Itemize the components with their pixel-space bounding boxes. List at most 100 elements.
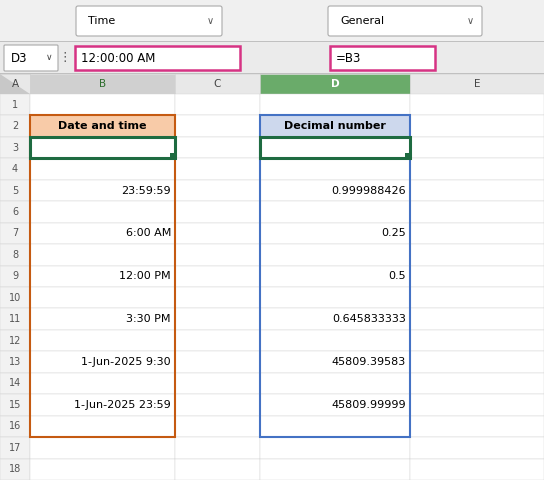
Bar xyxy=(30,223,175,244)
Bar xyxy=(0,244,30,265)
Bar xyxy=(175,437,260,458)
Bar xyxy=(260,116,410,137)
Text: ⋮: ⋮ xyxy=(59,51,71,64)
Bar xyxy=(0,437,30,458)
Bar xyxy=(0,287,30,309)
Bar xyxy=(0,180,30,201)
Bar xyxy=(260,116,410,137)
Bar xyxy=(260,330,410,351)
Bar xyxy=(260,116,410,437)
Bar xyxy=(0,223,30,244)
Bar xyxy=(410,201,544,223)
Text: A: A xyxy=(11,79,18,89)
Text: 7: 7 xyxy=(12,228,18,239)
Bar xyxy=(410,416,544,437)
Text: 0.25: 0.25 xyxy=(381,228,406,239)
Bar xyxy=(30,287,175,309)
Text: 0: 0 xyxy=(399,143,406,153)
Text: 17: 17 xyxy=(9,443,21,453)
Bar xyxy=(260,437,410,458)
Text: ∨: ∨ xyxy=(466,16,474,26)
Bar xyxy=(0,158,30,180)
Bar xyxy=(0,394,30,416)
Bar xyxy=(0,116,30,137)
Bar xyxy=(260,74,410,94)
Bar xyxy=(175,330,260,351)
Bar xyxy=(410,180,544,201)
Bar xyxy=(260,158,410,180)
FancyBboxPatch shape xyxy=(4,45,58,71)
Bar xyxy=(30,137,175,158)
Bar xyxy=(410,137,544,158)
Bar xyxy=(30,265,175,287)
Text: 4: 4 xyxy=(12,164,18,174)
Text: 8: 8 xyxy=(12,250,18,260)
Bar xyxy=(0,309,30,330)
Text: C: C xyxy=(214,79,221,89)
Bar xyxy=(0,94,30,116)
Text: 6:00 AM: 6:00 AM xyxy=(126,228,171,239)
Text: D3: D3 xyxy=(11,51,28,64)
Bar xyxy=(410,223,544,244)
Bar xyxy=(0,41,544,42)
Bar xyxy=(410,74,544,94)
Bar xyxy=(175,416,260,437)
Text: E: E xyxy=(474,79,480,89)
Text: 12: 12 xyxy=(9,336,21,346)
Text: 9: 9 xyxy=(12,271,18,281)
Bar xyxy=(175,180,260,201)
Bar xyxy=(260,265,410,287)
Bar xyxy=(410,244,544,265)
Bar xyxy=(0,73,544,74)
Bar xyxy=(30,244,175,265)
Bar xyxy=(175,94,260,116)
Bar xyxy=(0,201,30,223)
Bar xyxy=(175,223,260,244)
Text: Decimal number: Decimal number xyxy=(284,121,386,131)
Text: 10: 10 xyxy=(9,293,21,303)
Text: 1-Jun-2025 23:59: 1-Jun-2025 23:59 xyxy=(74,400,171,410)
Bar xyxy=(410,351,544,373)
Bar xyxy=(410,373,544,394)
Text: 1-Jun-2025 9:30: 1-Jun-2025 9:30 xyxy=(82,357,171,367)
Text: 23:59:59: 23:59:59 xyxy=(121,185,171,195)
Bar xyxy=(30,116,175,137)
Bar xyxy=(260,137,410,158)
Bar xyxy=(0,137,30,158)
Bar xyxy=(410,94,544,116)
Text: 45809.39583: 45809.39583 xyxy=(332,357,406,367)
Bar xyxy=(30,74,175,94)
Bar xyxy=(260,244,410,265)
FancyBboxPatch shape xyxy=(328,6,482,36)
Bar xyxy=(75,46,240,70)
Text: 12:00:00 AM: 12:00:00 AM xyxy=(101,143,171,153)
Bar xyxy=(410,309,544,330)
Text: 5: 5 xyxy=(12,185,18,195)
Text: 0.645833333: 0.645833333 xyxy=(332,314,406,324)
Text: 16: 16 xyxy=(9,421,21,432)
Bar xyxy=(0,330,30,351)
Text: General: General xyxy=(340,16,384,26)
Bar xyxy=(30,158,175,180)
Text: 12:00 PM: 12:00 PM xyxy=(119,271,171,281)
Bar xyxy=(260,373,410,394)
Bar xyxy=(175,74,260,94)
Bar xyxy=(30,394,175,416)
Bar xyxy=(260,137,410,158)
Polygon shape xyxy=(0,74,30,94)
FancyBboxPatch shape xyxy=(76,6,222,36)
Bar xyxy=(30,309,175,330)
Bar xyxy=(260,223,410,244)
Bar xyxy=(260,287,410,309)
Bar xyxy=(30,94,175,116)
Bar xyxy=(0,42,544,74)
Bar xyxy=(170,153,175,158)
Text: ∨: ∨ xyxy=(46,53,52,62)
Bar xyxy=(30,437,175,458)
Bar xyxy=(410,437,544,458)
Text: 14: 14 xyxy=(9,379,21,388)
Bar xyxy=(30,416,175,437)
Bar xyxy=(0,416,30,437)
Bar xyxy=(410,116,544,137)
Bar xyxy=(175,265,260,287)
